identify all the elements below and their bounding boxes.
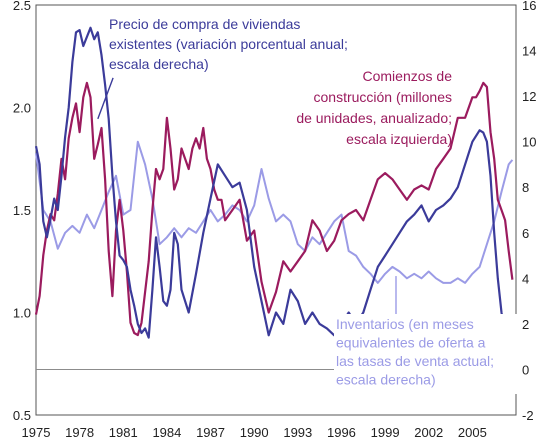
annotation-inventory: las tasas de venta actual;: [336, 353, 494, 369]
left-axis-tick-labels: 0.5 1.0 1.5 2.0 2.5: [13, 0, 31, 423]
right-axis-tick-label: 4: [522, 271, 529, 286]
left-axis-tick-label: 0.5: [13, 408, 31, 423]
series-line-price: [34, 26, 514, 379]
left-axis-tick-label: 1.5: [13, 203, 31, 218]
x-axis-tick-label: 1987: [196, 425, 225, 440]
annotation-price: escala derecha): [109, 56, 209, 72]
x-axis-tick-label: 1975: [22, 425, 51, 440]
plot-frame: [35, 4, 517, 416]
x-axis-tick-label: 1996: [327, 425, 356, 440]
x-axis-tick-label: 1984: [152, 425, 181, 440]
series-line-inventory: [35, 140, 514, 284]
x-axis-tick-label: 1981: [109, 425, 138, 440]
x-axis-tick-labels: 1975 1978 1981 1984 1987 1990 1993 1996 1999 2002…: [22, 425, 487, 440]
annotation-inventory: escala derecha): [336, 372, 436, 388]
right-axis-tick-label: 8: [522, 180, 529, 195]
series-line-starts: [34, 81, 514, 337]
annotation-price: Precio de compra de viviendas: [109, 16, 300, 32]
left-axis-tick-label: 2.5: [13, 0, 31, 13]
right-axis-tick-label: 14: [522, 44, 536, 59]
series-lines: [34, 26, 514, 379]
x-axis-tick-label: 1993: [283, 425, 312, 440]
left-axis-tick-label: 1.0: [13, 306, 31, 321]
x-axis-tick-label: 1999: [371, 425, 400, 440]
right-axis-tick-label: 2: [522, 317, 529, 332]
annotation-inventory: Inventarios (en meses: [336, 316, 474, 332]
annotation-starts: Comienzos de: [363, 68, 453, 84]
annotation-starts: construcción (millones: [314, 89, 453, 105]
x-axis-tick-label: 2005: [458, 425, 487, 440]
right-axis-tick-label: 12: [522, 89, 536, 104]
annotation-price: existentes (variación porcentual anual;: [109, 36, 348, 52]
right-axis-tick-label: 10: [522, 135, 536, 150]
pointer-line-price: [97, 77, 114, 120]
right-axis-tick-label: -2: [522, 408, 534, 423]
x-axis-tick-label: 1990: [240, 425, 269, 440]
right-axis-tick-label: 16: [522, 0, 536, 13]
annotation-inventory: equivalentes de oferta a: [336, 335, 486, 351]
right-axis-tick-label: 0: [522, 362, 529, 377]
left-axis-tick-label: 2.0: [13, 101, 31, 116]
x-axis-tick-label: 1978: [65, 425, 94, 440]
annotation-starts: de unidades, anualizado;: [296, 110, 452, 126]
right-axis-tick-label: 6: [522, 226, 529, 241]
x-axis-tick-label: 2002: [414, 425, 443, 440]
annotation-starts: escala izquierda): [346, 131, 452, 147]
annotation-backdrop-inventory: [334, 314, 517, 394]
series-annotations: Precio de compra de viviendas existentes …: [109, 16, 517, 394]
right-axis-tick-labels: -2 0 2 4 6 8 10 12 14 16: [522, 0, 536, 423]
